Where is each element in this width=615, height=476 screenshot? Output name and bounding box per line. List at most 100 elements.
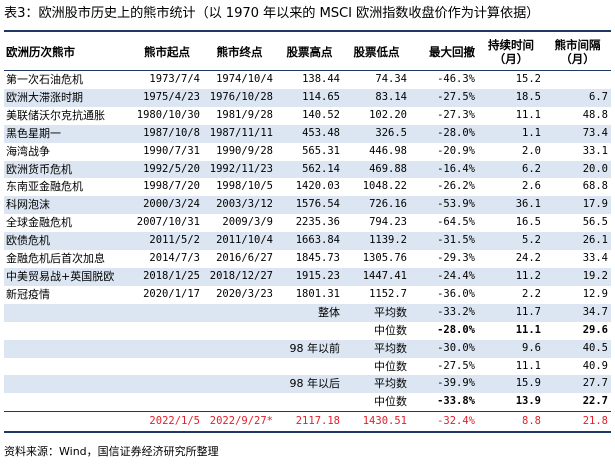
summary-stat-label: 中位数 — [374, 395, 407, 409]
summary-row: 中位数 -27.5% 11.1 40.9 — [4, 358, 611, 376]
stock-low: 1305.76 — [362, 252, 407, 265]
col-duration-header: 持续时间 （月） — [478, 33, 544, 71]
bear-market-name: 欧债危机 — [4, 232, 131, 251]
summary-spacer — [131, 339, 203, 358]
summary-stat-label: 平均数 — [343, 375, 410, 394]
table-row: 中美贸易战+英国脱欧 2018/1/25 2018/12/27 1915.23 1447… — [4, 267, 611, 286]
stock-low: 83.14 — [343, 88, 410, 107]
summary-group-label: 98 年以前 — [203, 339, 343, 358]
summary-group-label: 98 年以后 — [203, 375, 343, 394]
current-bear-market-name — [4, 411, 131, 434]
interval-months: 56.5 — [582, 216, 608, 229]
summary-stat-label: 中位数 — [374, 359, 407, 373]
start-date: 1973/7/4 — [149, 73, 200, 85]
summary-group-label — [203, 393, 343, 411]
col-end-header: 熊市终点 — [203, 33, 276, 71]
summary-spacer — [4, 358, 131, 376]
summary-duration: 9.6 — [478, 339, 544, 358]
interval-months: 68.8 — [582, 180, 608, 193]
current-max-drawdown: -32.4% — [410, 411, 478, 434]
start-date: 2000/3/24 — [131, 196, 203, 215]
summary-interval: 29.6 — [582, 323, 608, 336]
summary-stat-label: 平均数 — [343, 339, 410, 358]
duration-months: 6.2 — [478, 160, 544, 179]
summary-spacer — [131, 303, 203, 322]
stock-low: 102.20 — [369, 108, 407, 121]
col-start-header: 熊市起点 — [131, 33, 203, 71]
stock-low: 726.16 — [343, 196, 410, 215]
duration-months: 1.1 — [478, 124, 544, 143]
stock-high: 1576.54 — [276, 196, 343, 215]
summary-duration: 15.9 — [478, 375, 544, 394]
table-row: 第一次石油危机 1973/7/4 1974/10/4 138.44 74.34 -46.3… — [4, 71, 611, 89]
max-drawdown: -27.5% — [410, 88, 478, 107]
duration-months: 18.5 — [478, 88, 544, 107]
stock-high: 2235.36 — [295, 216, 340, 229]
bear-market-name: 欧洲货币危机 — [4, 160, 131, 179]
summary-drawdown: -33.8% — [437, 395, 475, 408]
table-row: 欧洲大滞涨时期 1975/4/23 1976/10/28 114.65 83.14 -27… — [4, 88, 611, 107]
current-start-date: 2022/1/5 — [131, 411, 203, 434]
stock-high: 138.44 — [302, 73, 340, 85]
summary-stat-label: 中位数 — [374, 323, 407, 337]
summary-spacer — [131, 322, 203, 340]
summary-duration: 13.9 — [515, 395, 541, 408]
summary-row: 中位数 -28.0% 11.1 29.6 — [4, 322, 611, 340]
bear-market-name: 黑色星期一 — [4, 124, 131, 143]
end-date: 2018/12/27 — [203, 267, 276, 286]
interval-months: 6.7 — [544, 88, 611, 107]
interval-months: 73.4 — [544, 124, 611, 143]
max-drawdown: -53.9% — [410, 196, 478, 215]
current-duration-months: 8.8 — [478, 411, 544, 434]
max-drawdown: -29.3% — [437, 252, 475, 265]
stock-low: 1152.7 — [369, 287, 407, 300]
start-date: 1990/7/31 — [143, 144, 200, 157]
col-interval-header: 熊市间隔 （月） — [544, 33, 611, 71]
duration-months: 36.1 — [478, 196, 544, 215]
end-date: 1974/10/4 — [216, 73, 273, 85]
max-drawdown: -20.9% — [437, 144, 475, 157]
interval-months — [544, 71, 611, 89]
col-max-drawdown-header: 最大回撤 — [410, 33, 478, 71]
summary-interval: 22.7 — [582, 395, 608, 408]
end-date: 2020/3/23 — [216, 287, 273, 300]
bear-market-table: 欧洲历次熊市 熊市起点 熊市终点 股票高点 股票低点 最大回撤 持续时间 （月） 熊市间隔 （月）… — [4, 33, 611, 434]
summary-drawdown: -33.2% — [410, 303, 478, 322]
duration-months: 16.5 — [515, 216, 541, 229]
summary-row: 整体 平均数 -33.2% 11.7 34.7 — [4, 303, 611, 322]
max-drawdown: -27.3% — [437, 108, 475, 121]
summary-stat-label: 平均数 — [343, 303, 410, 322]
summary-drawdown: -28.0% — [437, 323, 475, 336]
end-date: 1998/10/5 — [216, 180, 273, 193]
interval-months: 17.9 — [544, 196, 611, 215]
stock-low: 469.88 — [343, 160, 410, 179]
table-row: 海湾战争 1990/7/31 1990/9/28 565.31 446.98 -20.9%… — [4, 143, 611, 161]
start-date: 1987/10/8 — [131, 124, 203, 143]
summary-group-label — [203, 358, 343, 376]
stock-high: 114.65 — [276, 88, 343, 107]
stock-high: 562.14 — [276, 160, 343, 179]
max-drawdown: -28.0% — [410, 124, 478, 143]
interval-months: 33.4 — [582, 252, 608, 265]
summary-spacer — [4, 322, 131, 340]
stock-high: 1801.31 — [295, 287, 340, 300]
table-row: 欧洲货币危机 1992/5/20 1992/11/23 562.14 469.88 -16… — [4, 160, 611, 179]
start-date: 2011/5/2 — [131, 232, 203, 251]
start-date: 2020/1/17 — [143, 287, 200, 300]
stock-low: 326.5 — [343, 124, 410, 143]
summary-spacer — [4, 303, 131, 322]
max-drawdown: -31.5% — [410, 232, 478, 251]
end-date: 2011/10/4 — [203, 232, 276, 251]
duration-months: 2.6 — [522, 180, 541, 193]
summary-duration: 11.7 — [478, 303, 544, 322]
stock-high: 1663.84 — [276, 232, 343, 251]
summary-row: 98 年以后 平均数 -39.9% 15.9 27.7 — [4, 375, 611, 394]
source-note: 资料来源：Wind，国信证券经济研究所整理 — [4, 445, 219, 458]
bear-market-name: 科网泡沫 — [4, 196, 131, 215]
table-body: 第一次石油危机 1973/7/4 1974/10/4 138.44 74.34 -46.3… — [4, 71, 611, 434]
top-rule — [4, 30, 611, 32]
end-date: 2016/6/27 — [216, 252, 273, 265]
duration-months: 11.1 — [515, 108, 541, 121]
summary-spacer — [4, 393, 131, 411]
stock-high: 1420.03 — [295, 180, 340, 193]
